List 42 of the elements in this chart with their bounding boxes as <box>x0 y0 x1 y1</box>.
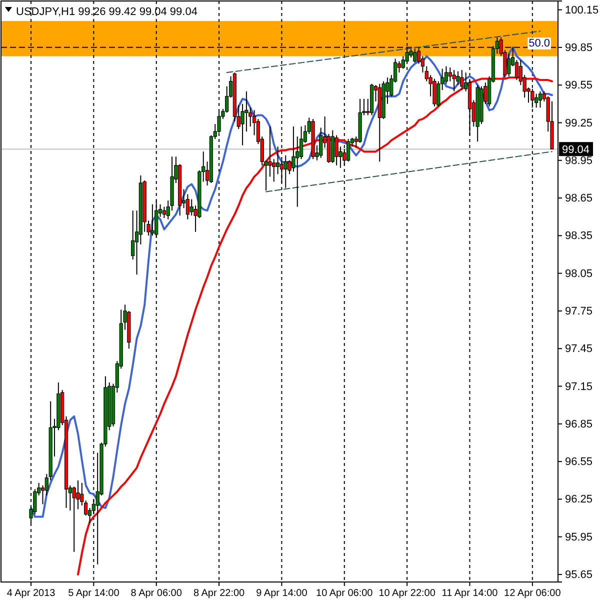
y-tick-label: 95.65 <box>565 568 593 581</box>
candlestick <box>413 48 417 63</box>
y-tick-label: 98.35 <box>565 230 593 242</box>
candlestick <box>131 210 135 260</box>
x-tick-label: 8 Apr 22:00 <box>193 588 246 600</box>
y-tick-label: 95.95 <box>565 531 593 544</box>
y-tick-label: 96.25 <box>565 494 593 506</box>
candlestick <box>538 90 542 108</box>
y-tick-label: 98.65 <box>565 192 593 205</box>
candlestick <box>334 134 338 166</box>
candlestick <box>150 204 154 236</box>
x-tick-label: 8 Apr 06:00 <box>130 588 182 600</box>
candlestick <box>534 93 538 108</box>
candlestick <box>432 78 436 107</box>
annotation: 50.0 <box>528 37 550 50</box>
y-tick-label: 97.15 <box>565 380 593 393</box>
x-tick-label: 12 Apr 06:00 <box>504 588 562 600</box>
x-tick-label: 10 Apr 22:00 <box>378 588 436 600</box>
candlestick <box>507 53 511 77</box>
y-tick-label: 98.05 <box>565 268 593 280</box>
x-tick-label: 4 Apr 2013 <box>6 588 56 600</box>
text: USDJPY,H1 99.26 99.42 99.04 99.04 <box>16 6 198 18</box>
y-tick-label: 99.85 <box>565 42 593 54</box>
candlestick <box>319 127 323 158</box>
y-tick-label: 97.75 <box>565 305 593 318</box>
y-tick-label: 98.95 <box>565 154 593 167</box>
x-tick-label: 9 Apr 14:00 <box>256 588 308 600</box>
y-tick-label: 100.15 <box>565 4 599 16</box>
candlestick <box>268 126 272 178</box>
y-tick-label: 96.55 <box>565 456 593 468</box>
x-tick-label: 11 Apr 14:00 <box>442 588 498 600</box>
x-tick-label: 10 Apr 06:00 <box>316 588 374 600</box>
y-tick-label: 99.25 <box>565 117 593 130</box>
x-tick-label: 5 Apr 14:00 <box>68 588 120 600</box>
candlestick <box>162 206 166 219</box>
line-series <box>30 46 553 518</box>
candlestick <box>436 80 440 107</box>
y-tick-label: 99.55 <box>565 80 593 92</box>
y-tick-label: 97.45 <box>565 343 593 356</box>
ref-line-label: 99.04 <box>562 144 590 156</box>
y-tick-label: 96.85 <box>565 418 593 430</box>
candlestick <box>284 154 288 188</box>
